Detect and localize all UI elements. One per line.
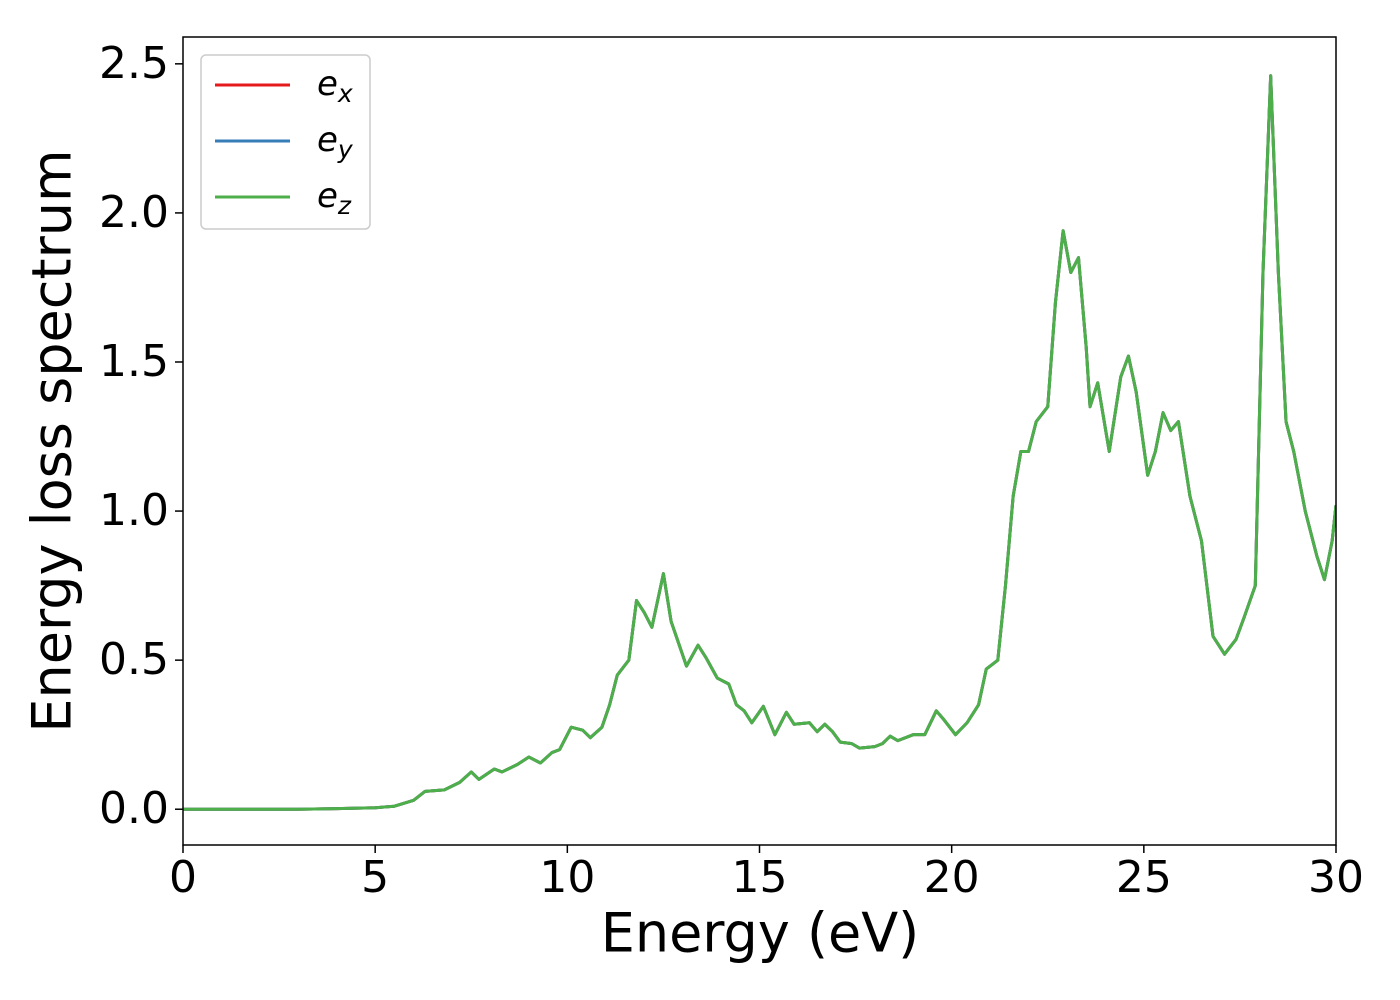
x-tick-label: 5 bbox=[361, 852, 389, 903]
x-tick-label: 0 bbox=[169, 852, 197, 903]
y-axis-label: Energy loss spectrum bbox=[21, 149, 84, 732]
legend-label: ex bbox=[317, 64, 353, 109]
x-tick-label: 10 bbox=[539, 852, 595, 903]
legend-label: ey bbox=[317, 120, 354, 165]
y-tick-label: 2.5 bbox=[99, 38, 169, 89]
x-tick-label: 30 bbox=[1308, 852, 1364, 903]
y-tick-label: 2.0 bbox=[99, 187, 169, 238]
legend-label: ez bbox=[317, 176, 352, 221]
y-tick-label: 1.0 bbox=[99, 485, 169, 536]
y-tick-label: 0.0 bbox=[99, 783, 169, 834]
x-tick-label: 25 bbox=[1116, 852, 1172, 903]
series-line bbox=[183, 74, 1336, 811]
x-tick-label: 20 bbox=[924, 852, 980, 903]
plot-frame bbox=[182, 36, 1337, 846]
x-axis-label: Energy (eV) bbox=[601, 902, 920, 965]
x-tick-label: 15 bbox=[732, 852, 788, 903]
y-tick-label: 1.5 bbox=[99, 336, 169, 387]
y-tick-label: 0.5 bbox=[99, 634, 169, 685]
